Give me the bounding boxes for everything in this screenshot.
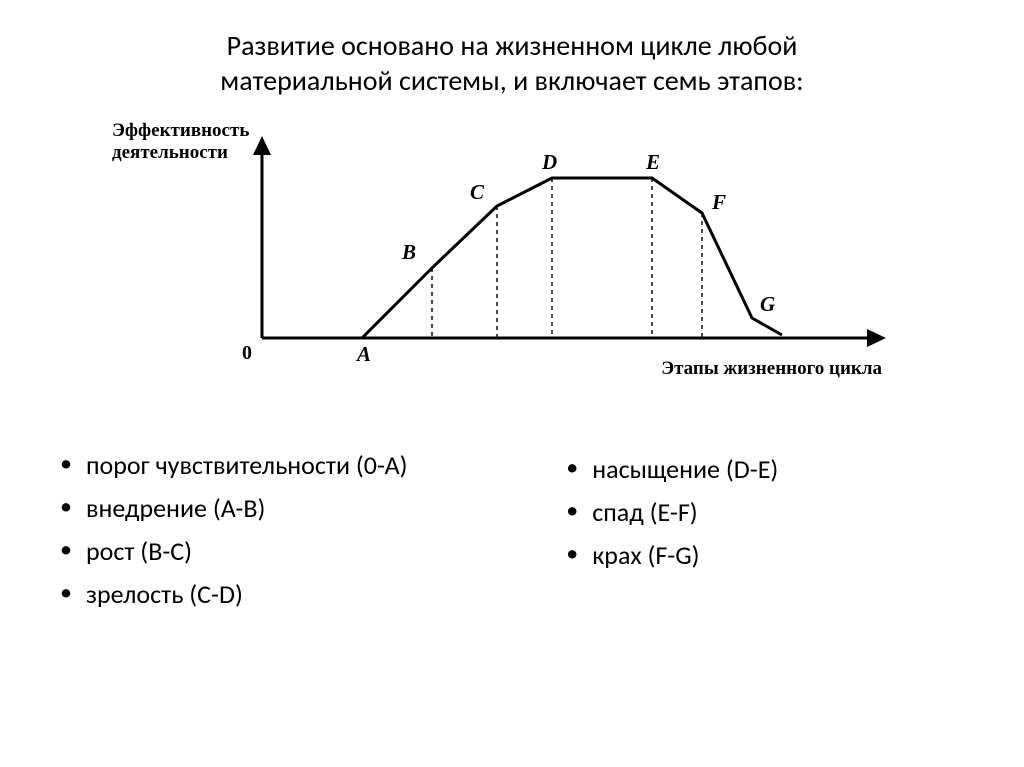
y-axis-label: Эффективность деятельности bbox=[112, 120, 249, 164]
stage-item: внедрение (А-В) bbox=[60, 487, 494, 530]
stage-list-right: насыщение (D-E)спад (E-F)крах (F-G) bbox=[566, 444, 964, 616]
point-label-B: B bbox=[402, 240, 416, 265]
title-line-1: Развитие основано на жизненном цикле люб… bbox=[70, 28, 954, 63]
point-label-E: E bbox=[646, 150, 660, 175]
point-label-A: A bbox=[357, 342, 371, 367]
lifecycle-chart: Эффективность деятельности ABCDEFG Этапы… bbox=[122, 128, 902, 398]
stage-item: насыщение (D-E) bbox=[566, 448, 964, 491]
origin-label: 0 bbox=[242, 342, 252, 365]
page-title: Развитие основано на жизненном цикле люб… bbox=[0, 0, 1024, 98]
stage-list-left: порог чувствительности (0-А)внедрение (А… bbox=[60, 444, 494, 616]
stage-lists: порог чувствительности (0-А)внедрение (А… bbox=[0, 398, 1024, 616]
stage-item: крах (F-G) bbox=[566, 534, 964, 577]
title-line-2: материальной системы, и включает семь эт… bbox=[70, 63, 954, 98]
point-label-D: D bbox=[542, 150, 557, 175]
stage-item: зрелость (С-D) bbox=[60, 573, 494, 616]
point-label-C: C bbox=[470, 180, 484, 205]
chart-svg bbox=[122, 128, 902, 388]
x-axis-label: Этапы жизненного цикла bbox=[661, 358, 882, 380]
point-label-G: G bbox=[760, 292, 775, 317]
stage-item: спад (E-F) bbox=[566, 491, 964, 534]
point-label-F: F bbox=[712, 190, 726, 215]
stage-item: рост (В-С) bbox=[60, 530, 494, 573]
stage-item: порог чувствительности (0-А) bbox=[60, 444, 494, 487]
